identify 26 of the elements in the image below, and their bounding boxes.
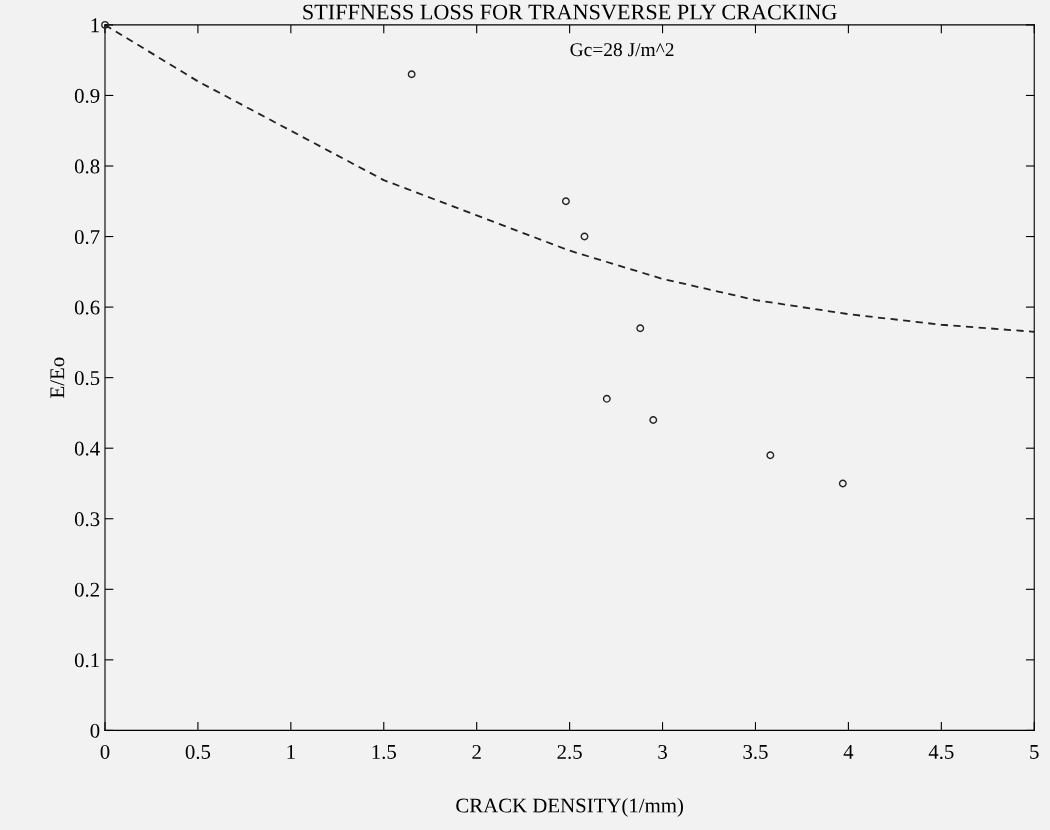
y-tick-label: 0 <box>90 723 100 738</box>
y-axis-title: E/Eo <box>50 357 65 398</box>
y-tick-label: 0.1 <box>74 653 99 668</box>
x-tick-label: 3 <box>658 744 667 759</box>
y-tick-label: 0.2 <box>74 582 99 597</box>
y-tick-label: 0.6 <box>74 300 100 315</box>
y-tick-label: 1 <box>91 18 99 33</box>
y-tick-label: 0.9 <box>74 88 100 103</box>
y-tick-label: 0.4 <box>74 441 100 456</box>
y-tick-label: 0.7 <box>74 229 100 245</box>
x-tick-label: 4.5 <box>928 745 954 760</box>
x-tick-label: 0.5 <box>185 744 211 760</box>
x-tick-label: 2.5 <box>557 744 582 760</box>
x-tick-label: 4 <box>843 745 854 759</box>
y-tick-label: 0.5 <box>74 371 100 386</box>
x-tick-label: 2 <box>472 744 481 759</box>
x-tick-label: 1 <box>287 744 295 759</box>
x-tick-label: 5 <box>1030 745 1039 759</box>
x-tick-label: 0 <box>100 744 110 759</box>
annotation: Gc=28 J/m^2 <box>570 43 674 57</box>
x-tick-label: 1.5 <box>372 744 396 760</box>
x-tick-label: 3.5 <box>743 744 768 760</box>
x-axis-title: CRACK DENSITY(1/mm) <box>456 797 683 817</box>
y-tick-label: 0.8 <box>74 159 100 174</box>
chart-title: STIFFNESS LOSS FOR TRANSVERSE PLY CRACKING <box>303 4 837 20</box>
y-tick-label: 0.3 <box>74 512 100 527</box>
